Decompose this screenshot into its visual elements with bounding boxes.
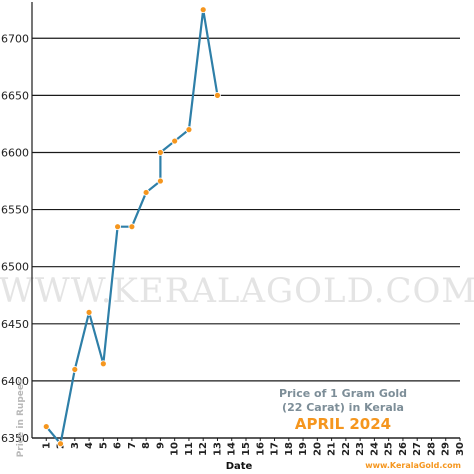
x-tick-label: 24 [369,442,380,456]
y-tick-label: 6350 [1,432,29,445]
annotation-line-2: (22 Carat) in Kerala [282,401,404,414]
x-tick-label: 30 [455,442,466,456]
annotation-line-1: Price of 1 Gram Gold [279,387,407,400]
y-tick-label: 6550 [1,204,29,217]
data-point [128,223,136,231]
x-tick-label: 27 [412,442,423,456]
x-tick-label: 4 [84,442,95,449]
x-tick-label: 10 [170,442,181,456]
x-tick-label: 9 [155,442,166,449]
data-point [42,423,50,430]
y-tick-label: 6400 [1,375,29,388]
data-point [185,126,193,134]
data-point [171,137,179,145]
x-tick-label: 21 [327,442,338,456]
x-tick-label: 28 [426,442,437,456]
x-tick-label: 22 [341,442,352,456]
y-tick-label: 6700 [1,32,29,45]
data-point [99,360,107,368]
data-point [156,177,164,185]
y-tick-label: 6600 [1,146,29,159]
x-tick-label: 18 [284,442,295,456]
y-tick-label: 6650 [1,89,29,102]
watermark-text: WWW.KERALAGOLD.COM [0,271,474,311]
x-tick-label: 16 [255,442,266,456]
x-tick-label: 5 [98,442,109,449]
x-tick-label: 7 [127,442,138,449]
data-point [71,366,79,373]
x-tick-label: 20 [312,442,323,456]
x-tick-label: 26 [398,442,409,456]
credit-text: www.KeralaGold.com [365,461,461,470]
annotation-month: APRIL 2024 [295,415,391,433]
y-axis-tick-labels: 6350 6400 6450 6500 6550 6600 6650 6700 [1,32,29,445]
x-tick-label: 13 [212,442,223,456]
data-point [85,308,93,316]
x-axis-tick-labels: 1234567891011121314151617181920212223242… [41,442,466,456]
price-series [42,6,221,448]
y-tick-label: 6450 [1,318,29,331]
x-tick-label: 14 [227,442,238,456]
x-tick-label: 29 [441,442,452,456]
x-tick-label: 15 [241,442,252,456]
x-tick-label: 12 [198,442,209,456]
data-point [57,440,64,448]
x-tick-label: 6 [113,442,124,449]
x-tick-label: 3 [70,442,81,449]
y-axis-label: Price in Rupees [16,379,26,458]
grid-lines [31,2,461,441]
x-tick-label: 25 [384,442,395,456]
y-tick-label: 6500 [1,261,29,274]
x-tick-label: 17 [270,442,281,456]
data-point [156,149,164,156]
x-tick-label: 11 [184,442,195,456]
x-tick-label: 19 [298,442,309,456]
x-tick-label: 8 [141,442,152,449]
x-tick-label: 23 [355,442,366,456]
data-point [142,189,150,196]
data-point [114,223,121,231]
x-tick-label: 1 [41,442,52,449]
data-point [214,91,221,99]
data-point [199,6,207,14]
x-axis-label: Date [226,461,253,472]
